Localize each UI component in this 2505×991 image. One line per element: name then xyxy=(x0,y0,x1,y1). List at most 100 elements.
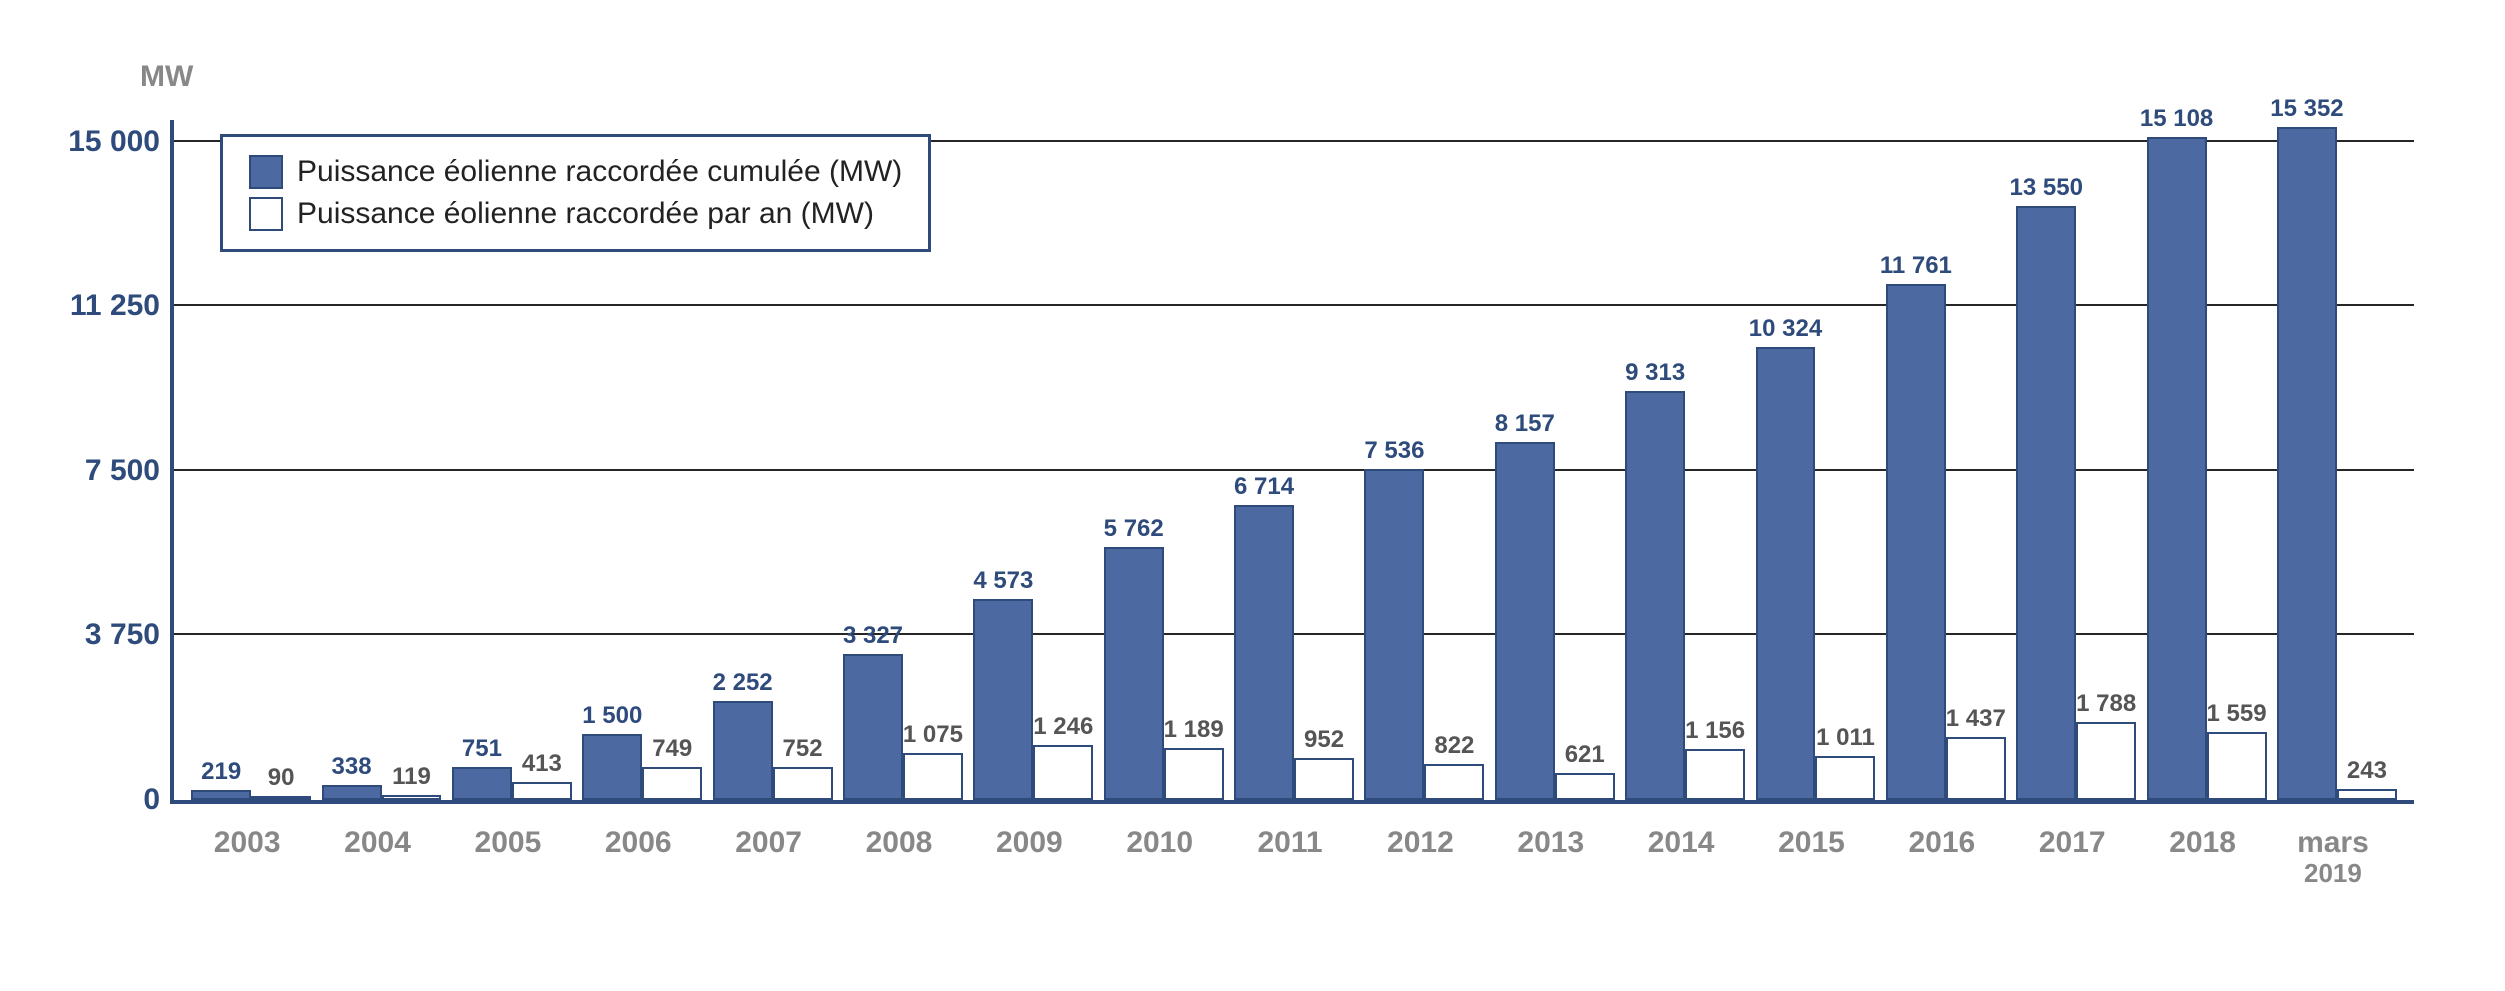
bar-value-annual: 1 788 xyxy=(2076,690,2136,724)
x-tick-label: mars2019 xyxy=(2268,808,2398,888)
bar-annual: 413 xyxy=(512,782,572,800)
bar-cumul: 2 252 xyxy=(713,701,773,800)
bar-value-cumul: 10 324 xyxy=(1749,315,1822,349)
bar-annual: 1 246 xyxy=(1033,745,1093,800)
x-tick-label: 2018 xyxy=(2137,808,2267,888)
x-tick-label: 2012 xyxy=(1355,808,1485,888)
bar-annual: 119 xyxy=(382,795,442,800)
bar-cumul: 7 536 xyxy=(1364,469,1424,800)
bar-annual: 90 xyxy=(251,796,311,800)
x-tick-label: 2004 xyxy=(312,808,442,888)
x-tick-label: 2008 xyxy=(834,808,964,888)
bar-annual: 1 156 xyxy=(1685,749,1745,800)
bar-cumul: 5 762 xyxy=(1104,547,1164,800)
bar-cumul: 219 xyxy=(191,790,251,800)
x-tick-label: 2005 xyxy=(443,808,573,888)
bar-value-cumul: 219 xyxy=(201,758,241,792)
legend-swatch-annual xyxy=(249,197,283,231)
x-tick-label: 2009 xyxy=(964,808,1094,888)
year-group: 15 1081 559 xyxy=(2141,120,2271,800)
bar-value-cumul: 13 550 xyxy=(2010,174,2083,208)
bar-value-cumul: 4 573 xyxy=(973,567,1033,601)
bar-cumul: 338 xyxy=(322,785,382,800)
bar-annual: 243 xyxy=(2337,789,2397,800)
bar-value-annual: 1 559 xyxy=(2207,700,2267,734)
x-tick-label: 2017 xyxy=(2007,808,2137,888)
bar-annual: 749 xyxy=(642,767,702,800)
bar-value-cumul: 6 714 xyxy=(1234,473,1294,507)
bar-cumul: 13 550 xyxy=(2016,206,2076,800)
bar-annual: 621 xyxy=(1555,773,1615,800)
bar-value-cumul: 338 xyxy=(332,753,372,787)
bar-value-cumul: 11 761 xyxy=(1880,252,1952,286)
x-tick-label: 2013 xyxy=(1486,808,1616,888)
x-tick-label: 2003 xyxy=(182,808,312,888)
y-tick-label: 0 xyxy=(40,783,160,817)
bar-cumul: 6 714 xyxy=(1234,505,1294,800)
x-tick-label: 2014 xyxy=(1616,808,1746,888)
bar-value-annual: 1 011 xyxy=(1816,724,1875,758)
bar-cumul: 15 352 xyxy=(2277,127,2337,801)
x-tick-label: 2007 xyxy=(703,808,833,888)
bar-value-cumul: 1 500 xyxy=(582,702,642,736)
bar-value-annual: 952 xyxy=(1304,726,1344,760)
bar-annual: 752 xyxy=(773,767,833,800)
year-group: 8 157621 xyxy=(1490,120,1620,800)
bar-value-annual: 822 xyxy=(1434,732,1474,766)
year-group: 7 536822 xyxy=(1359,120,1489,800)
year-group: 4 5731 246 xyxy=(968,120,1098,800)
legend-item-cumul: Puissance éolienne raccordée cumulée (MW… xyxy=(249,151,902,193)
bar-cumul: 8 157 xyxy=(1495,442,1555,800)
x-tick-label: 2016 xyxy=(1877,808,2007,888)
bar-value-annual: 621 xyxy=(1565,741,1605,775)
year-group: 11 761 1 437 xyxy=(1881,120,2011,800)
bar-cumul: 1 500 xyxy=(582,734,642,800)
bar-value-annual: 1 075 xyxy=(903,721,963,755)
bar-cumul: 4 573 xyxy=(973,599,1033,800)
bar-value-annual: 1 156 xyxy=(1685,717,1745,751)
year-group: 9 3131 156 xyxy=(1620,120,1750,800)
bar-value-annual: 90 xyxy=(268,764,295,798)
bar-cumul: 9 313 xyxy=(1625,391,1685,800)
bar-value-annual: 749 xyxy=(652,735,692,769)
bar-value-annual: 1 246 xyxy=(1033,713,1093,747)
y-tick-label: 11 250 xyxy=(40,289,160,323)
x-tick-label: 2006 xyxy=(573,808,703,888)
bar-value-annual: 1 189 xyxy=(1164,716,1224,750)
legend-label-cumul: Puissance éolienne raccordée cumulée (MW… xyxy=(297,155,902,189)
year-group: 13 5501 788 xyxy=(2011,120,2141,800)
x-tick-label: 2015 xyxy=(1746,808,1876,888)
bar-annual: 1 011 xyxy=(1815,756,1875,800)
bar-value-cumul: 5 762 xyxy=(1104,515,1164,549)
bar-annual: 822 xyxy=(1424,764,1484,800)
year-group: 10 3241 011 xyxy=(1750,120,1880,800)
year-group: 15 352243 xyxy=(2272,120,2402,800)
bar-annual: 1 559 xyxy=(2207,732,2267,800)
bar-value-annual: 752 xyxy=(783,735,823,769)
bar-cumul: 15 108 xyxy=(2147,137,2207,800)
legend-swatch-cumul xyxy=(249,155,283,189)
bar-cumul: 3 327 xyxy=(843,654,903,800)
bar-annual: 1 075 xyxy=(903,753,963,800)
bar-value-cumul: 7 536 xyxy=(1364,437,1424,471)
legend-item-annual: Puissance éolienne raccordée par an (MW) xyxy=(249,193,902,235)
wind-power-chart: MW Puissance éolienne raccordée cumulée … xyxy=(40,40,2440,940)
bar-value-cumul: 9 313 xyxy=(1625,359,1685,393)
bar-value-cumul: 8 157 xyxy=(1495,410,1555,444)
x-tick-label: 2011 xyxy=(1225,808,1355,888)
bar-value-cumul: 3 327 xyxy=(843,622,903,656)
y-tick-label: 3 750 xyxy=(40,618,160,652)
x-tick-label: 2010 xyxy=(1095,808,1225,888)
bar-value-annual: 1 437 xyxy=(1946,705,2006,739)
bar-value-annual: 119 xyxy=(392,763,431,797)
chart-legend: Puissance éolienne raccordée cumulée (MW… xyxy=(220,134,931,252)
bar-value-cumul: 15 352 xyxy=(2270,95,2343,129)
x-tick-sublabel: 2019 xyxy=(2268,859,2398,888)
y-tick-label: 15 000 xyxy=(40,125,160,159)
bar-annual: 952 xyxy=(1294,758,1354,800)
bar-annual: 1 189 xyxy=(1164,748,1224,800)
bar-annual: 1 788 xyxy=(2076,722,2136,800)
bar-cumul: 751 xyxy=(452,767,512,800)
bar-value-annual: 413 xyxy=(522,750,562,784)
bar-cumul: 10 324 xyxy=(1756,347,1816,800)
